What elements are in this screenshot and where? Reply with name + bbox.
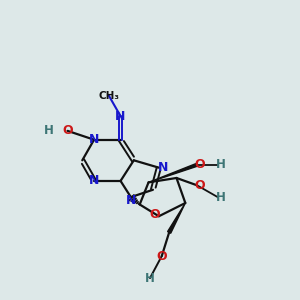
Text: H: H: [216, 158, 226, 171]
Text: O: O: [195, 158, 206, 171]
Text: O: O: [157, 250, 167, 262]
Text: N: N: [116, 110, 126, 123]
Text: N: N: [158, 161, 168, 174]
Text: H: H: [216, 190, 226, 204]
Text: N: N: [126, 194, 136, 207]
Text: N: N: [89, 174, 99, 188]
Text: N: N: [89, 133, 99, 146]
Polygon shape: [148, 163, 198, 182]
Text: H: H: [44, 124, 53, 137]
Text: CH₃: CH₃: [98, 91, 119, 100]
Text: O: O: [150, 208, 160, 221]
Text: H: H: [145, 272, 155, 285]
Text: O: O: [195, 179, 206, 192]
Text: O: O: [62, 124, 73, 137]
Polygon shape: [168, 203, 185, 233]
